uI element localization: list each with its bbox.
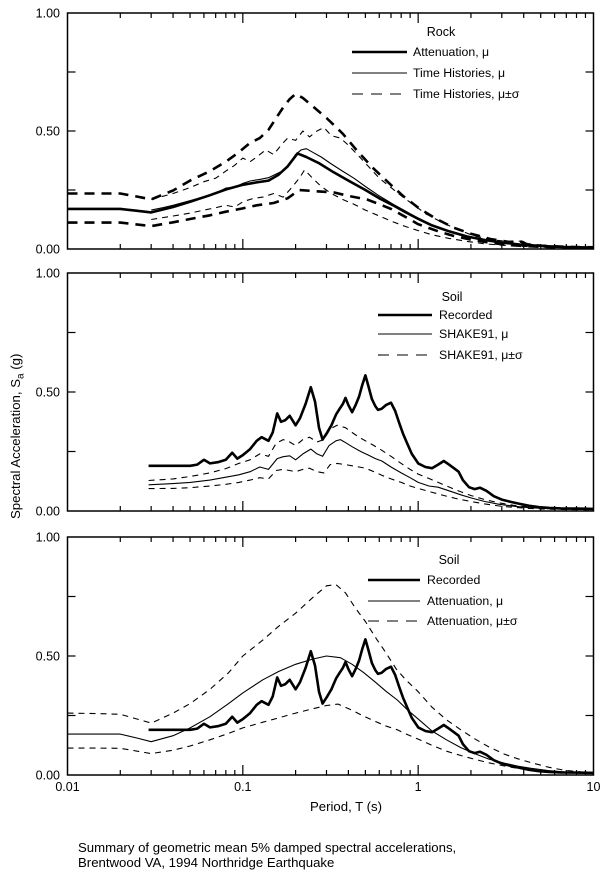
series-attenuation-mu-minus-sigma bbox=[67, 188, 594, 249]
chart-text: Recorded bbox=[427, 573, 480, 587]
chart-text: 10 bbox=[587, 780, 601, 794]
y-axis-title-main: Spectral Acceleration, S bbox=[8, 378, 23, 519]
chart-text: 0.1 bbox=[234, 780, 251, 794]
chart-text: 0.01 bbox=[55, 780, 79, 794]
series-shake91-mu-minus-sigma bbox=[148, 462, 594, 511]
series-time-histories-mu-minus-sigma bbox=[151, 169, 594, 249]
panel-frame bbox=[66, 12, 595, 250]
series-attenuation-mu-plus-sigma bbox=[67, 584, 594, 774]
chart-text: Rock bbox=[427, 25, 456, 39]
chart-text: Soil bbox=[442, 290, 463, 304]
x-axis-title: Period, T (s) bbox=[309, 799, 383, 814]
series-recorded bbox=[148, 637, 594, 775]
series-shake91-mu bbox=[148, 439, 594, 511]
chart-text: Time Histories, μ bbox=[413, 66, 505, 80]
series-attenuation-mu bbox=[67, 655, 594, 774]
chart-text: 0.50 bbox=[36, 125, 60, 139]
panel-series bbox=[148, 373, 594, 511]
series-recorded bbox=[148, 373, 594, 511]
series-attenuation-mu-minus-sigma bbox=[67, 703, 594, 774]
series-shake91-mu-plus-sigma bbox=[148, 424, 594, 510]
panel-2-soil: 0.00 0.50 1.00 Soil Recorded Attenuation, μ At… bbox=[36, 531, 595, 783]
caption-line-1: Summary of geometric mean 5% damped spec… bbox=[78, 840, 457, 855]
panel-frame bbox=[66, 272, 595, 512]
chart-text: 1.00 bbox=[36, 531, 60, 545]
chart-text: Time Histories, μ±σ bbox=[413, 87, 520, 101]
panel-series bbox=[67, 584, 594, 775]
panel-1-soil: 0.00 0.50 1.00 Soil Recorded SHAKE91, μ SHAKE9… bbox=[36, 267, 595, 519]
chart-text: 0.50 bbox=[36, 386, 60, 400]
chart-text: SHAKE91, μ±σ bbox=[439, 348, 523, 362]
chart-text: 1.00 bbox=[36, 267, 60, 281]
panel-0-rock: 0.00 0.50 1.00 Rock Attenuation, μ Time Histo… bbox=[36, 7, 595, 257]
series-time-histories-mu-plus-sigma bbox=[151, 126, 594, 248]
chart-text: 0.50 bbox=[36, 650, 60, 664]
panel-legend: Soil Recorded SHAKE91, μ SHAKE91, μ±σ bbox=[378, 290, 523, 362]
chart-text: 1 bbox=[415, 780, 422, 794]
chart-text: 0.00 bbox=[36, 769, 60, 783]
chart-text: Attenuation, μ bbox=[427, 594, 503, 608]
panel-series bbox=[67, 92, 594, 249]
series-time-histories-mu bbox=[151, 148, 594, 249]
chart-text: 0.00 bbox=[36, 243, 60, 257]
chart-text: 0.00 bbox=[36, 505, 60, 519]
chart-text: Recorded bbox=[439, 308, 492, 322]
y-axis-title-units: (g) bbox=[8, 353, 23, 374]
x-axis-labels: 0.01 0.1 1 10 bbox=[55, 780, 600, 794]
series-attenuation-mu bbox=[67, 152, 594, 249]
chart-text: Attenuation, μ±σ bbox=[427, 614, 518, 628]
y-axis-title: Spectral Acceleration, Sa (g) bbox=[8, 354, 27, 519]
chart-text: Soil bbox=[439, 553, 460, 567]
chart-text: 1.00 bbox=[36, 7, 60, 21]
caption-line-2: Brentwood VA, 1994 Northridge Earthquake bbox=[78, 855, 335, 870]
chart-text: SHAKE91, μ bbox=[439, 327, 508, 341]
chart-text: Attenuation, μ bbox=[413, 45, 489, 59]
panel-legend: Soil Recorded Attenuation, μ Attenuation, μ… bbox=[368, 553, 518, 628]
y-axis-title-subscript: a bbox=[15, 373, 27, 379]
figure-caption: Summary of geometric mean 5% damped spec… bbox=[78, 840, 558, 870]
panel-legend: Rock Attenuation, μ Time Histories, μ Time … bbox=[352, 25, 520, 101]
